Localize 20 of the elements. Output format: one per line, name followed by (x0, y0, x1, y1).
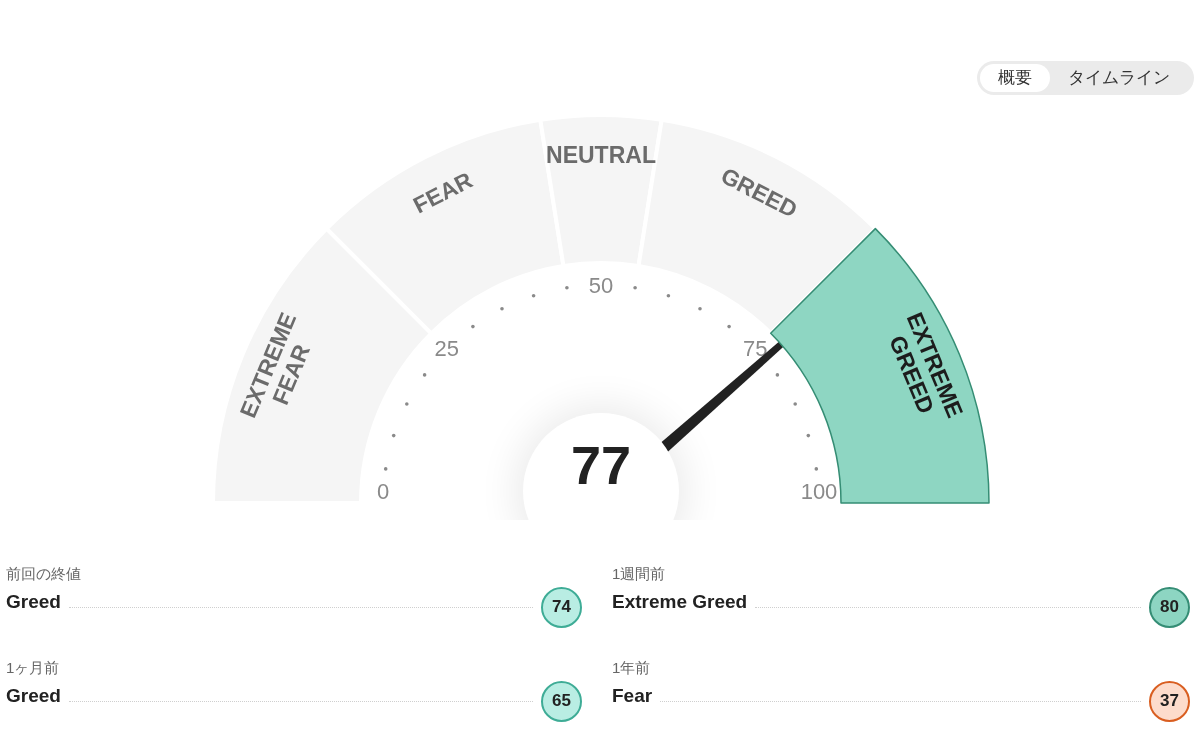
text: Greed (6, 684, 61, 708)
segmented-toggle: 概要 タイムライン (977, 61, 1194, 95)
text: 50 (588, 272, 614, 298)
text: 77 (570, 435, 632, 495)
text: Extreme Greed (612, 590, 748, 614)
rating-badge: 80 (1149, 586, 1190, 628)
text: 75 (742, 336, 768, 362)
category-label: 前回の終値 (6, 565, 81, 582)
text: 100 (800, 478, 838, 504)
rating-badge: 65 (541, 680, 582, 722)
text: Greed (6, 590, 61, 614)
category-label: 1年前 (612, 659, 651, 676)
category-label: 1週間前 (612, 565, 666, 582)
rating-badge: 74 (541, 586, 582, 628)
category-label: 1ヶ月前 (6, 659, 60, 676)
text: 25 (434, 336, 460, 362)
slice-label: NEUTRAL (546, 141, 656, 168)
text: 0 (376, 478, 390, 504)
rating-badge: 37 (1149, 680, 1190, 722)
text: Fear (612, 684, 653, 708)
